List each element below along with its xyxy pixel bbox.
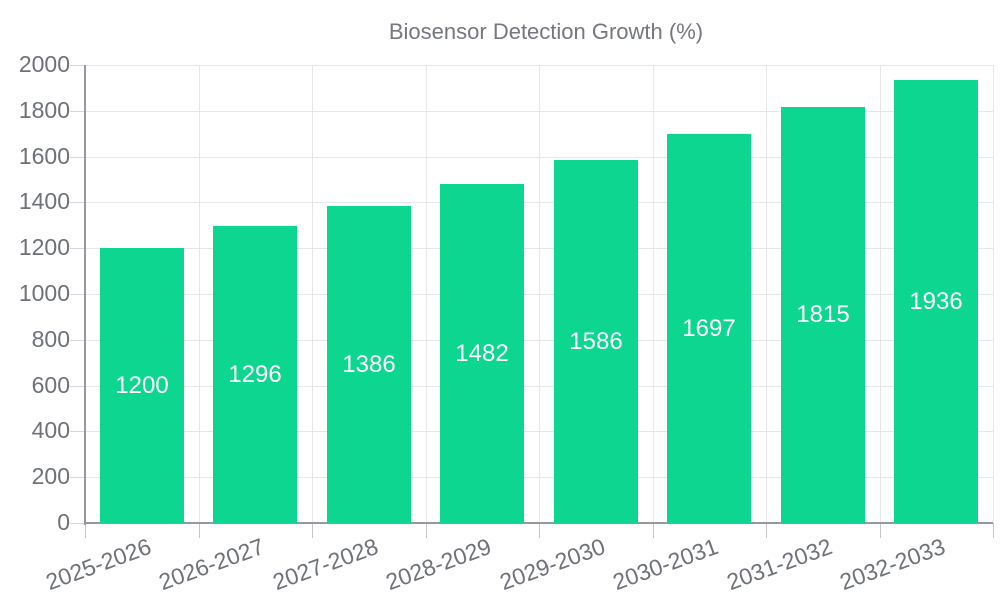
x-axis-tick — [312, 523, 313, 538]
legend-swatch-icon — [297, 19, 374, 44]
y-axis-tick — [70, 523, 85, 524]
y-axis-tick-label: 200 — [31, 463, 70, 489]
bar-value-label: 1936 — [909, 287, 963, 315]
x-gridline — [766, 65, 767, 523]
bar-value-label: 1815 — [796, 301, 850, 328]
x-axis-tick — [539, 523, 540, 538]
y-axis-tick-label: 400 — [31, 417, 70, 443]
y-axis-tick — [70, 477, 85, 478]
bar[interactable]: 1815 — [781, 107, 865, 523]
bar-value-label: 1586 — [569, 327, 623, 355]
x-gridline — [312, 65, 313, 523]
y-axis-tick — [70, 386, 85, 387]
x-axis-tick — [766, 523, 767, 538]
y-axis-tick — [70, 248, 85, 249]
x-gridline — [199, 65, 200, 523]
x-axis-tick — [199, 523, 200, 538]
bar[interactable]: 1296 — [213, 226, 297, 523]
x-axis-category-label: 2030-2031 — [609, 533, 722, 596]
x-axis-category-label: 2028-2029 — [382, 533, 495, 596]
x-axis-tick — [85, 523, 86, 538]
legend: Biosensor Detection Growth (%) — [0, 19, 1000, 44]
y-axis-tick — [70, 294, 85, 295]
bar[interactable]: 1482 — [440, 184, 524, 523]
bar-value-label: 1697 — [682, 314, 736, 342]
y-axis-tick — [70, 111, 85, 112]
bar-value-label: 1386 — [342, 350, 396, 378]
x-axis-category-label: 2031-2032 — [723, 533, 836, 596]
bar-value-label: 1296 — [228, 360, 282, 388]
legend-label: Biosensor Detection Growth (%) — [388, 19, 704, 44]
bar-value-label: 1200 — [115, 371, 169, 399]
x-axis-category-label: 2032-2033 — [836, 533, 949, 596]
x-axis-line — [85, 522, 993, 524]
bar[interactable]: 1697 — [667, 134, 751, 523]
y-axis-line — [84, 65, 86, 525]
y-axis-tick-label: 800 — [31, 326, 70, 352]
y-axis-tick — [70, 157, 85, 158]
bar[interactable]: 1200 — [100, 248, 184, 523]
x-axis-category-label: 2026-2027 — [155, 533, 268, 596]
y-axis-tick-label: 1200 — [18, 234, 70, 260]
y-axis-tick — [70, 340, 85, 341]
x-axis-tick — [993, 523, 994, 538]
x-axis-category-label: 2027-2028 — [269, 533, 382, 596]
x-axis-category-label: 2029-2030 — [496, 533, 609, 596]
x-gridline — [426, 65, 427, 523]
x-axis-tick — [426, 523, 427, 538]
x-gridline — [539, 65, 540, 523]
y-axis-tick-label: 1600 — [18, 143, 70, 169]
bar[interactable]: 1586 — [554, 160, 638, 523]
x-gridline — [880, 65, 881, 523]
y-axis-tick-label: 0 — [57, 509, 70, 535]
y-axis-tick-label: 2000 — [18, 51, 70, 77]
y-axis-tick-label: 1800 — [18, 97, 70, 123]
x-axis-tick — [880, 523, 881, 538]
x-gridline — [653, 65, 654, 523]
x-axis-tick — [653, 523, 654, 538]
x-axis-category-label: 2025-2026 — [42, 533, 155, 596]
x-gridline — [993, 65, 994, 523]
y-axis-tick-label: 1400 — [18, 188, 70, 214]
y-axis-tick — [70, 202, 85, 203]
legend-item[interactable]: Biosensor Detection Growth (%) — [297, 19, 703, 44]
bar[interactable]: 1386 — [327, 206, 411, 523]
bar[interactable]: 1936 — [894, 80, 978, 523]
y-axis-tick — [70, 65, 85, 66]
bar-value-label: 1482 — [455, 339, 509, 367]
y-axis-tick-label: 600 — [31, 372, 70, 398]
y-axis-tick — [70, 431, 85, 432]
y-axis-tick-label: 1000 — [18, 280, 70, 306]
